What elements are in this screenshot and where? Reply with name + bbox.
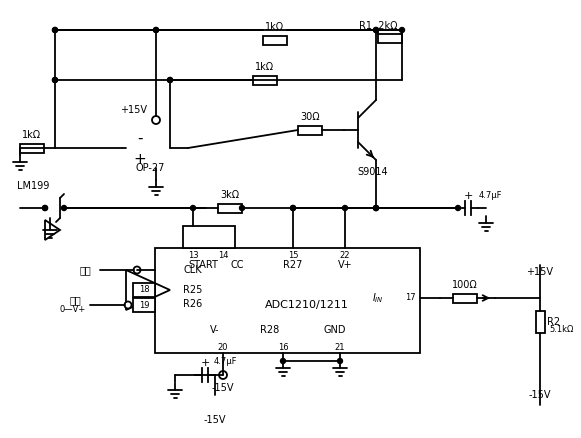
Bar	[133, 298, 155, 312]
Text: +: +	[200, 358, 210, 368]
Bar	[253, 76, 277, 85]
Circle shape	[191, 205, 195, 211]
Circle shape	[167, 78, 173, 82]
Text: OP-27: OP-27	[135, 163, 164, 173]
Text: R2: R2	[547, 317, 561, 327]
Text: 20: 20	[218, 343, 228, 353]
Text: 时钟: 时钟	[79, 265, 91, 275]
Text: 0—V+: 0—V+	[60, 305, 86, 314]
Circle shape	[134, 266, 141, 273]
Text: 4.7μF: 4.7μF	[213, 357, 236, 365]
Circle shape	[343, 205, 347, 211]
Circle shape	[52, 78, 58, 82]
Text: +15V: +15V	[120, 105, 148, 115]
Circle shape	[219, 371, 227, 379]
Circle shape	[374, 205, 378, 211]
Text: 13: 13	[188, 251, 198, 259]
Text: 100Ω: 100Ω	[452, 280, 478, 290]
Circle shape	[62, 205, 66, 211]
Text: 5.1kΩ: 5.1kΩ	[550, 325, 574, 335]
Text: R1  2kΩ: R1 2kΩ	[358, 21, 397, 31]
Text: 19: 19	[139, 300, 149, 310]
Text: 18: 18	[139, 286, 149, 294]
Circle shape	[374, 28, 378, 32]
Text: 15: 15	[288, 251, 298, 259]
Bar	[263, 36, 287, 45]
Circle shape	[374, 205, 378, 211]
Text: 4.7μF: 4.7μF	[478, 191, 502, 201]
Text: -15V: -15V	[204, 415, 226, 425]
Text: CLK: CLK	[183, 265, 202, 275]
Text: V+: V+	[338, 260, 352, 270]
Bar	[378, 34, 402, 43]
Text: +15V: +15V	[526, 267, 554, 277]
Text: S9014: S9014	[358, 167, 388, 177]
Circle shape	[374, 28, 378, 32]
Text: 1kΩ: 1kΩ	[23, 130, 42, 140]
Bar	[453, 294, 477, 303]
Text: 1kΩ: 1kΩ	[266, 22, 285, 32]
Text: 21: 21	[335, 343, 345, 353]
Text: ADC1210/1211: ADC1210/1211	[265, 300, 349, 310]
Text: CC: CC	[230, 260, 244, 270]
Text: V-: V-	[210, 325, 220, 335]
Circle shape	[221, 372, 225, 378]
Bar	[20, 144, 44, 153]
Text: R26: R26	[183, 299, 202, 309]
Circle shape	[239, 205, 245, 211]
Text: R28: R28	[260, 325, 279, 335]
Circle shape	[42, 205, 48, 211]
Text: -15V: -15V	[211, 383, 234, 393]
Circle shape	[290, 205, 296, 211]
Text: 14: 14	[218, 251, 228, 259]
Text: -15V: -15V	[529, 390, 551, 400]
Circle shape	[152, 116, 160, 124]
Circle shape	[42, 205, 48, 211]
Circle shape	[400, 28, 404, 32]
Text: R25: R25	[183, 285, 202, 295]
Bar	[218, 204, 242, 213]
Bar	[183, 226, 235, 248]
Text: 输入: 输入	[69, 295, 81, 305]
Text: +: +	[463, 191, 473, 201]
Bar	[298, 126, 322, 135]
Circle shape	[52, 78, 58, 82]
Text: LM199: LM199	[17, 181, 49, 191]
Text: 17: 17	[405, 293, 415, 303]
Text: START: START	[188, 260, 218, 270]
Text: $I_{IN}$: $I_{IN}$	[372, 291, 384, 305]
Text: 1kΩ: 1kΩ	[256, 62, 275, 72]
Text: 3kΩ: 3kΩ	[220, 190, 239, 200]
Bar	[155, 248, 420, 353]
Text: +: +	[134, 152, 146, 167]
Text: 16: 16	[278, 343, 288, 353]
Circle shape	[52, 28, 58, 32]
Text: 30Ω: 30Ω	[300, 112, 320, 122]
Text: GND: GND	[323, 325, 346, 335]
Text: -: -	[137, 131, 143, 145]
Circle shape	[456, 205, 461, 211]
Circle shape	[52, 28, 58, 32]
Circle shape	[290, 205, 296, 211]
Text: R27: R27	[284, 260, 303, 270]
Circle shape	[153, 28, 159, 32]
Bar	[133, 283, 155, 297]
Circle shape	[153, 28, 159, 32]
Circle shape	[374, 205, 378, 211]
Circle shape	[167, 78, 173, 82]
Circle shape	[281, 358, 285, 364]
Bar	[536, 311, 545, 333]
Circle shape	[124, 301, 131, 308]
Text: 22: 22	[340, 251, 350, 259]
Circle shape	[338, 358, 343, 364]
